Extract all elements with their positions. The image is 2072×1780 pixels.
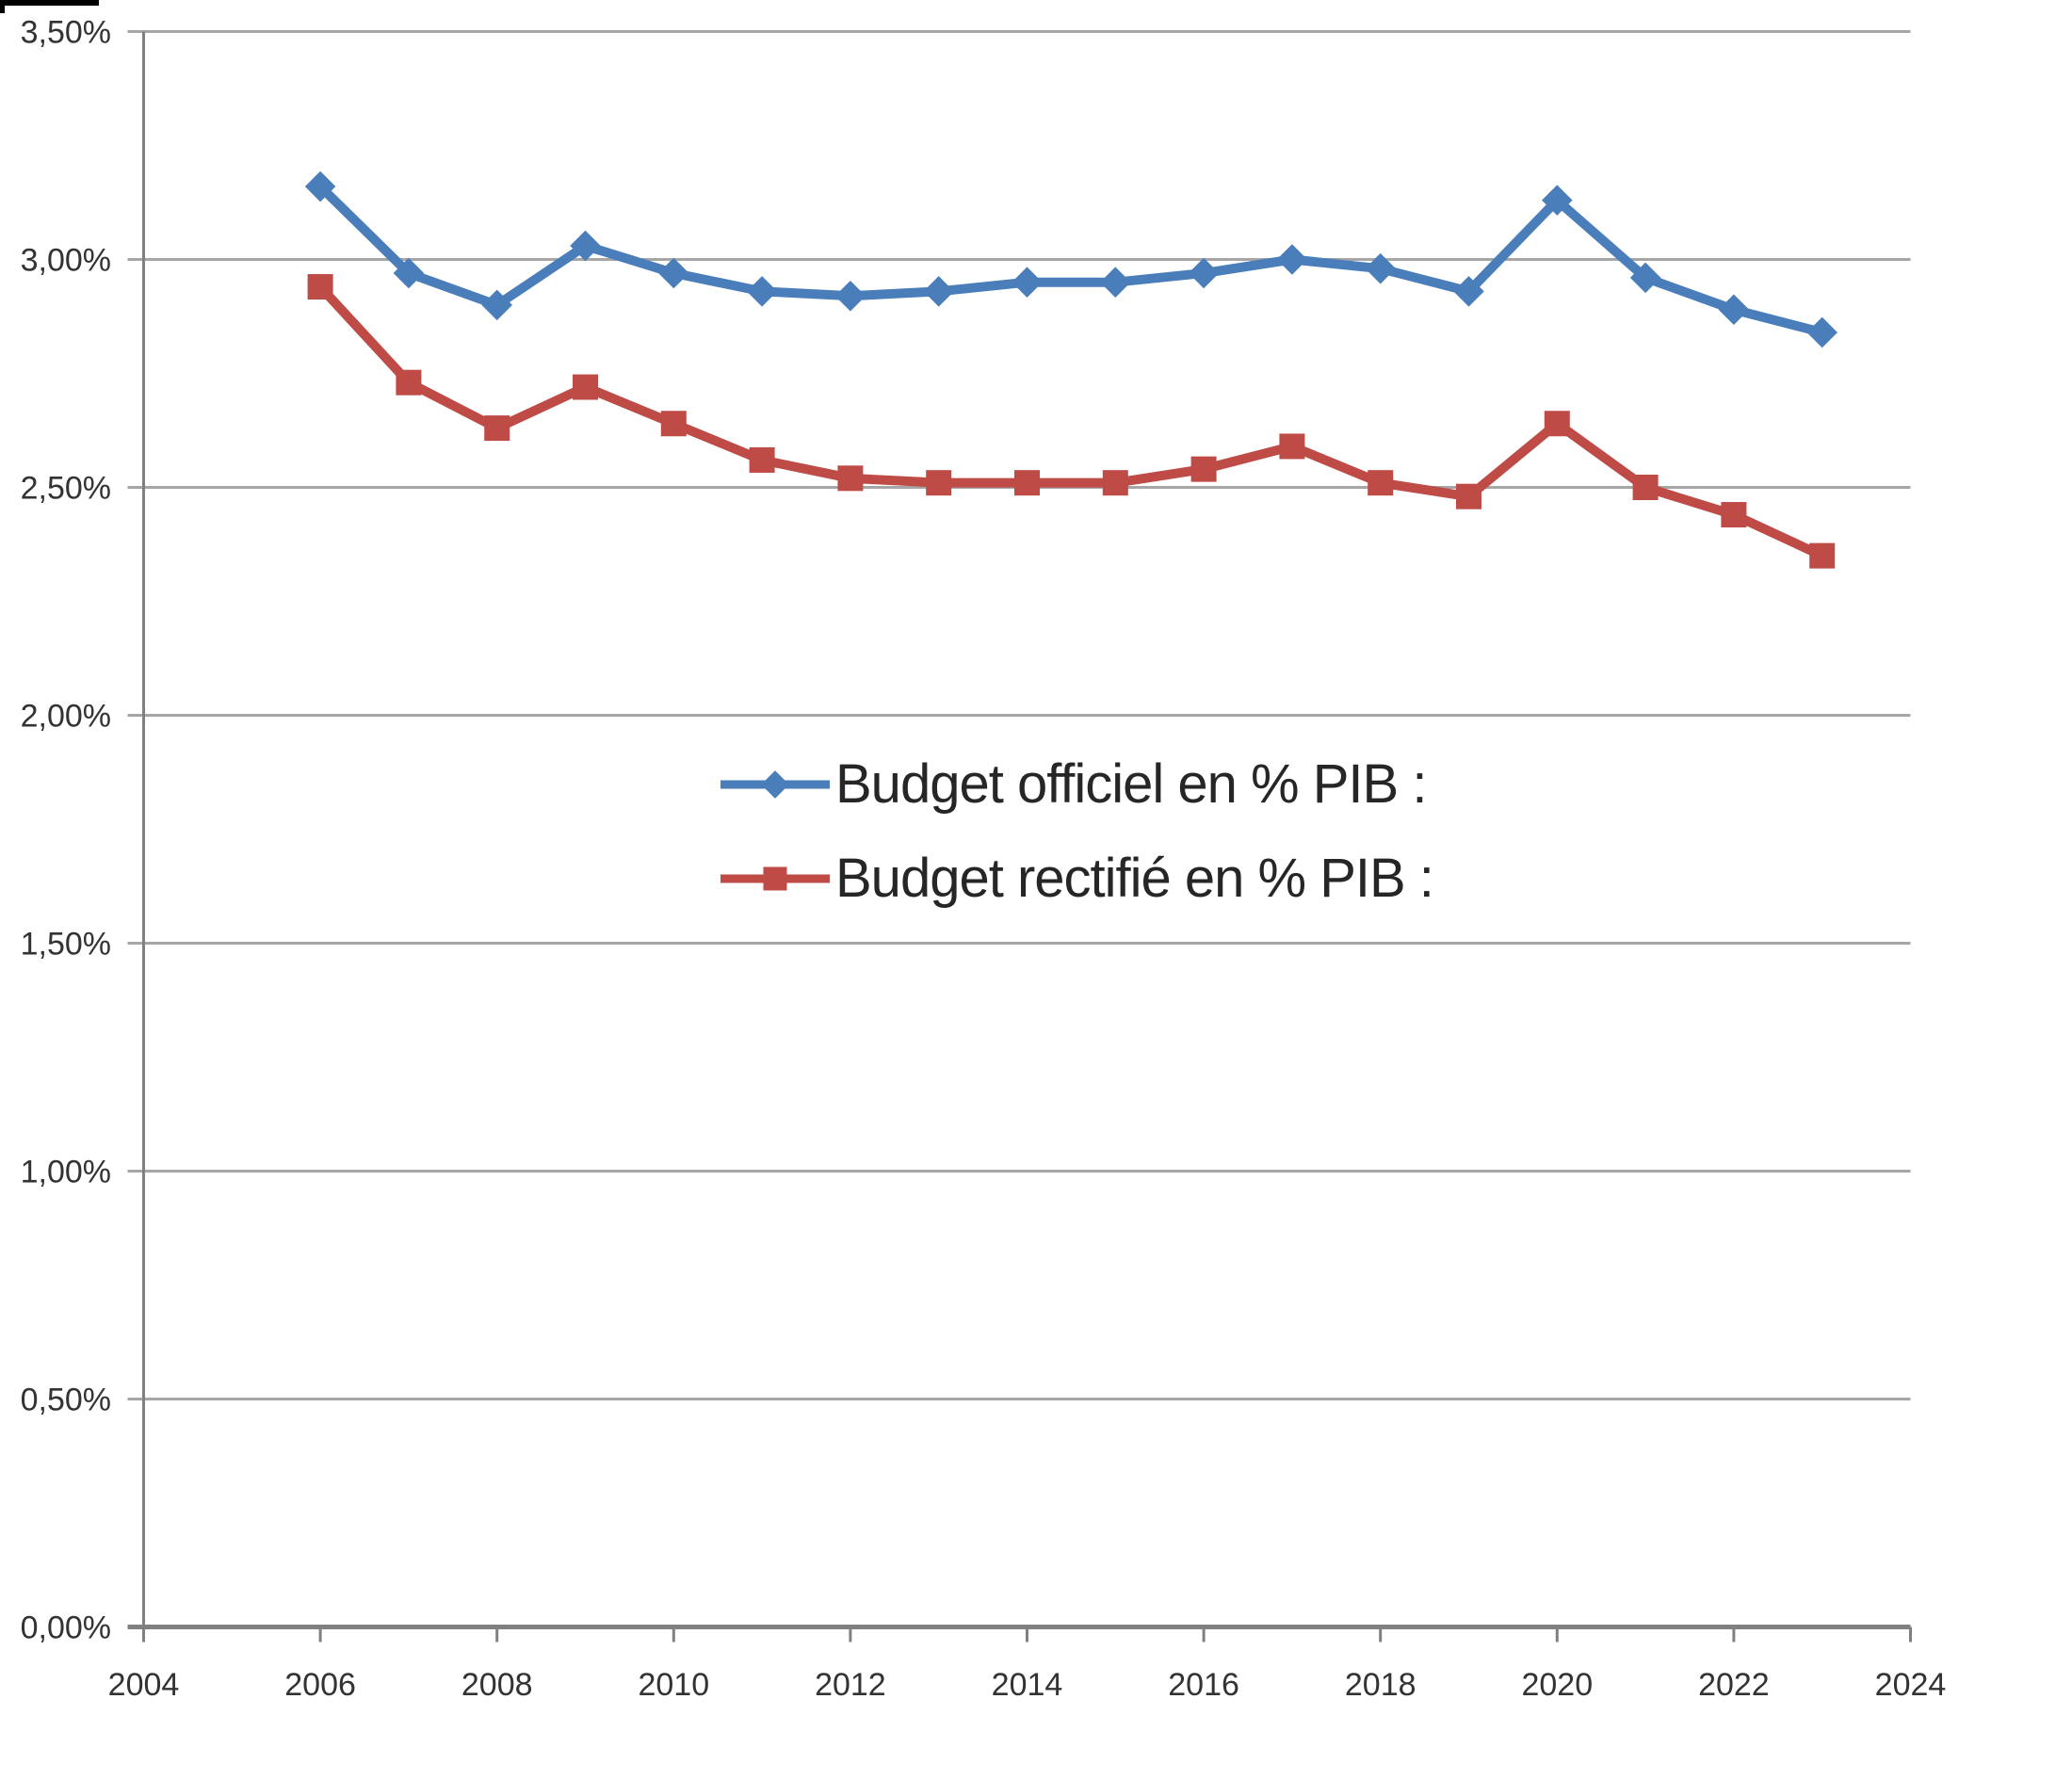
data-point-diamond xyxy=(658,257,689,289)
x-tick-label: 2006 xyxy=(284,1667,356,1703)
y-tick-label: 3,50% xyxy=(21,15,111,51)
data-point-square xyxy=(660,411,687,437)
data-point-diamond xyxy=(1542,185,1573,216)
data-point-square xyxy=(837,465,864,492)
legend-marker-line-diamond-icon xyxy=(720,770,830,799)
legend-marker-line-square-icon xyxy=(720,866,830,891)
data-point-diamond xyxy=(1276,244,1308,275)
data-point-square xyxy=(1809,542,1836,569)
data-point-square xyxy=(926,470,952,496)
x-tick-label: 2012 xyxy=(815,1667,886,1703)
data-point-square xyxy=(749,446,775,473)
x-tick-label: 2018 xyxy=(1345,1667,1416,1703)
series-line-0 xyxy=(316,182,1827,337)
crop-border-left xyxy=(0,0,5,13)
data-point-square xyxy=(1190,456,1217,482)
data-point-square xyxy=(1014,470,1040,496)
data-point-square xyxy=(307,274,333,300)
data-point-diamond xyxy=(1100,267,1131,298)
data-point-square xyxy=(1279,433,1305,460)
legend-square-sample xyxy=(763,866,787,891)
data-point-square xyxy=(396,369,422,396)
data-point-diamond xyxy=(304,170,336,202)
data-point-diamond xyxy=(923,276,954,307)
legend-label-budget-rectifie: Budget rectifié en % PIB : xyxy=(835,848,1434,910)
data-point-diamond xyxy=(1012,267,1043,298)
legend-diamond-sample xyxy=(761,770,789,799)
x-tick-label: 2008 xyxy=(461,1667,533,1703)
data-point-square xyxy=(1368,470,1394,496)
data-point-diamond xyxy=(746,276,778,307)
data-point-diamond xyxy=(1365,252,1396,284)
legend-label-budget-officiel: Budget officiel en % PIB : xyxy=(835,753,1427,816)
y-tick-label: 0,50% xyxy=(21,1383,111,1418)
data-point-square xyxy=(484,415,510,442)
x-tick-label: 2022 xyxy=(1698,1667,1770,1703)
x-tick-label: 2024 xyxy=(1875,1667,1947,1703)
data-point-diamond xyxy=(393,257,425,289)
data-point-diamond xyxy=(1806,316,1837,348)
y-tick-label: 1,00% xyxy=(21,1155,111,1190)
data-point-square xyxy=(1102,470,1128,496)
data-point-diamond xyxy=(570,230,601,262)
data-point-diamond xyxy=(1718,294,1750,326)
y-tick-label: 2,50% xyxy=(21,471,111,507)
x-tick-label: 2014 xyxy=(992,1667,1063,1703)
data-point-square xyxy=(1544,411,1570,437)
legend-item-budget-rectifie: Budget rectifié en % PIB : xyxy=(720,846,1434,912)
data-point-square xyxy=(1456,483,1481,510)
data-point-diamond xyxy=(1629,262,1661,294)
data-point-diamond xyxy=(1188,257,1220,289)
data-point-square xyxy=(573,374,598,400)
x-tick-label: 2020 xyxy=(1521,1667,1593,1703)
x-tick-label: 2016 xyxy=(1168,1667,1239,1703)
x-tick-label: 2010 xyxy=(638,1667,709,1703)
crop-border-top xyxy=(0,0,99,6)
data-point-diamond xyxy=(1453,276,1484,307)
series-line-1 xyxy=(316,282,1827,561)
data-point-square xyxy=(1632,475,1659,500)
y-tick-label: 3,00% xyxy=(21,243,111,279)
x-tick-label: 2004 xyxy=(108,1667,180,1703)
y-tick-label: 0,00% xyxy=(21,1610,111,1646)
y-tick-label: 2,00% xyxy=(21,699,111,735)
legend-item-budget-officiel: Budget officiel en % PIB : xyxy=(720,752,1433,817)
y-tick-label: 1,50% xyxy=(21,927,111,963)
data-point-square xyxy=(1721,502,1747,528)
data-point-diamond xyxy=(481,289,512,321)
legend: Budget officiel en % PIB : Budget rectif… xyxy=(720,752,1434,912)
data-point-diamond xyxy=(834,280,866,312)
